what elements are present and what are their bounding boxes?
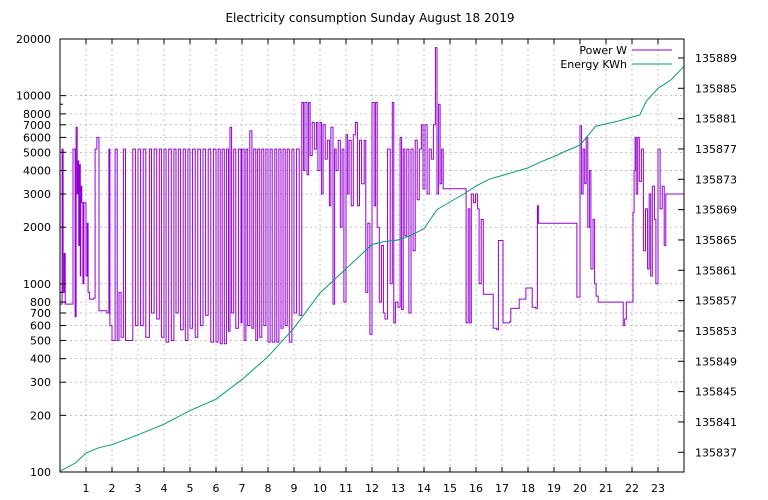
y-tick-label: 1000 bbox=[23, 278, 51, 291]
x-tick-label: 8 bbox=[265, 482, 272, 495]
x-tick-label: 1 bbox=[83, 482, 90, 495]
x-tick-label: 18 bbox=[521, 482, 535, 495]
x-tick-label: 11 bbox=[339, 482, 353, 495]
y-tick-label: 10000 bbox=[16, 90, 51, 103]
y-tick-label: 8000 bbox=[23, 108, 51, 121]
y-tick-label: 300 bbox=[30, 376, 51, 389]
x-tick-label: 15 bbox=[443, 482, 457, 495]
x-tick-label: 3 bbox=[135, 482, 142, 495]
x-tick-label: 22 bbox=[625, 482, 639, 495]
y2-tick-label: 135861 bbox=[695, 264, 737, 277]
x-tick-label: 10 bbox=[313, 482, 327, 495]
x-tick-label: 6 bbox=[213, 482, 220, 495]
y-tick-label: 4000 bbox=[23, 165, 51, 178]
y-tick-label: 800 bbox=[30, 296, 51, 309]
x-tick-label: 7 bbox=[239, 482, 246, 495]
y-tick-label: 7000 bbox=[23, 119, 51, 132]
x-tick-label: 19 bbox=[547, 482, 561, 495]
y2-tick-label: 135869 bbox=[695, 204, 737, 217]
y-tick-label: 20000 bbox=[16, 33, 51, 46]
y-tick-label: 2000 bbox=[23, 221, 51, 234]
legend: Power W Energy KWh bbox=[560, 44, 672, 71]
y-tick-label: 100 bbox=[30, 466, 51, 479]
y-tick-label: 400 bbox=[30, 353, 51, 366]
y-tick-label: 600 bbox=[30, 320, 51, 333]
y2-tick-label: 135885 bbox=[695, 82, 737, 95]
y2-tick-label: 135881 bbox=[695, 113, 737, 126]
y2-tick-label: 135877 bbox=[695, 143, 737, 156]
y2-tick-label: 135865 bbox=[695, 234, 737, 247]
plot-frame bbox=[59, 38, 685, 473]
series-line-energy bbox=[59, 65, 685, 472]
y2-tick-label: 135837 bbox=[695, 446, 737, 459]
x-tick-label: 2 bbox=[109, 482, 116, 495]
y-tick-label: 6000 bbox=[23, 131, 51, 144]
y2-tick-label: 135849 bbox=[695, 355, 737, 368]
y2-tick-label: 135841 bbox=[695, 416, 737, 429]
y-tick-label: 500 bbox=[30, 334, 51, 347]
x-tick-label: 21 bbox=[599, 482, 613, 495]
axes: 1 2 3 4 5 6 7 8 9 10 11 12 13 14 15 16 17 18 19 20 21 22 23100… bbox=[16, 33, 737, 495]
x-tick-label: 9 bbox=[291, 482, 298, 495]
y2-tick-label: 135873 bbox=[695, 173, 737, 186]
x-tick-label: 12 bbox=[365, 482, 379, 495]
y-tick-label: 700 bbox=[30, 307, 51, 320]
x-tick-label: 16 bbox=[469, 482, 483, 495]
y2-tick-label: 135889 bbox=[695, 52, 737, 65]
x-tick-label: 23 bbox=[651, 482, 665, 495]
plot-area bbox=[59, 47, 685, 472]
x-tick-label: 4 bbox=[161, 482, 168, 495]
legend-label-power: Power W bbox=[579, 44, 627, 57]
x-tick-label: 17 bbox=[495, 482, 509, 495]
y2-tick-label: 135845 bbox=[695, 386, 737, 399]
legend-label-energy: Energy KWh bbox=[560, 58, 627, 71]
y-tick-label: 200 bbox=[30, 409, 51, 422]
x-tick-label: 5 bbox=[187, 482, 194, 495]
y-tick-label: 3000 bbox=[23, 188, 51, 201]
y2-tick-label: 135853 bbox=[695, 325, 737, 338]
series-line-power bbox=[60, 47, 684, 345]
y-tick-label: 5000 bbox=[23, 146, 51, 159]
x-tick-label: 13 bbox=[391, 482, 405, 495]
y2-tick-label: 135857 bbox=[695, 295, 737, 308]
chart-title: Electricity consumption Sunday August 18… bbox=[225, 11, 514, 25]
x-tick-label: 14 bbox=[417, 482, 431, 495]
x-tick-label: 20 bbox=[573, 482, 587, 495]
